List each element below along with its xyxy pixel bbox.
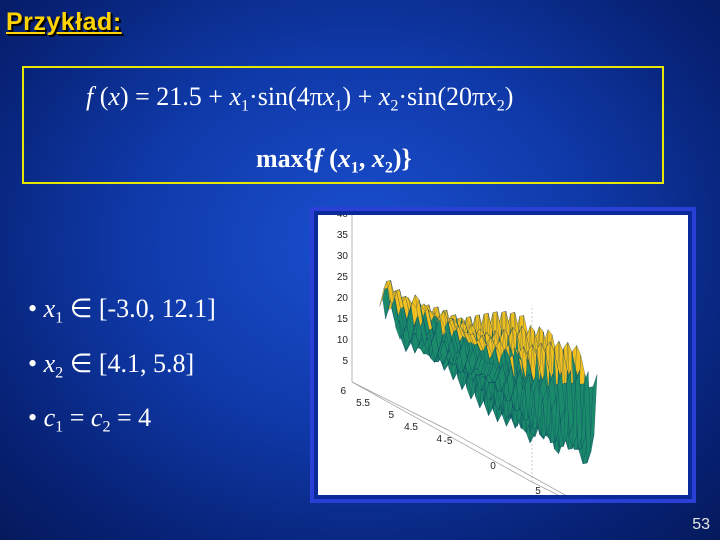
page-number: 53 xyxy=(692,516,710,533)
surface-patch xyxy=(589,374,598,447)
formula-x1: x xyxy=(229,82,241,111)
formula-x: x xyxy=(108,82,120,111)
list-item: • x2 ∈ [4.1, 5.8] xyxy=(28,348,195,382)
z-tick-label: 40 xyxy=(337,215,349,220)
bullet-sub: 1 xyxy=(55,309,64,327)
x1-tick-label: -5 xyxy=(444,436,453,447)
formula-sub1b: 1 xyxy=(334,97,343,115)
x2-tick-label: 6 xyxy=(340,386,346,397)
x2-tick-label: 5 xyxy=(388,410,394,421)
formula-box: f (x) = 21.5 + x1·sin(4πx1) + x2·sin(20π… xyxy=(22,66,664,184)
formula-mid2: ·sin(20π xyxy=(398,82,486,111)
slide-title: Przykład: xyxy=(6,8,122,36)
formula-close: ) xyxy=(504,82,514,111)
constraint-list: • x1 ∈ [-3.0, 12.1] • x2 ∈ [4.1, 5.8] • … xyxy=(28,286,216,450)
formula-x2b: x xyxy=(485,82,497,111)
surface-plot-frame: 40353025201510565.554.54-5051015 xyxy=(310,205,696,540)
objective-f: f xyxy=(313,144,323,173)
z-tick-label: 35 xyxy=(337,230,349,241)
formula-mid1: ·sin(4π xyxy=(249,82,323,111)
formula-f: f xyxy=(86,82,94,111)
bullet-range: ∈ [-3.0, 12.1] xyxy=(63,294,216,323)
list-item: • x1 ∈ [-3.0, 12.1] xyxy=(28,294,216,327)
x1-tick-label: 0 xyxy=(490,461,496,472)
formula-x2: x xyxy=(378,82,391,111)
bullet-sub2: 2 xyxy=(102,418,111,436)
objective-suffix: )} xyxy=(392,144,412,173)
objective-formula: max{f (x1, x2)} xyxy=(256,144,412,178)
bullet-var: x xyxy=(43,348,56,378)
axis-line xyxy=(351,381,449,431)
bullet-var: x xyxy=(43,294,56,323)
x1-tick-label: 5 xyxy=(535,486,541,495)
z-tick-label: 30 xyxy=(337,251,349,262)
objective-open: ( xyxy=(322,144,338,173)
plot-surface-mesh xyxy=(379,279,598,464)
plot-tick-labels: 40353025201510565.554.54-5051015 xyxy=(337,209,634,540)
bullet-value: = 4 xyxy=(110,403,152,433)
bullet-sub: 2 xyxy=(55,364,64,382)
formula-sub2b: 2 xyxy=(496,97,505,115)
formula-sub2: 2 xyxy=(390,97,399,115)
z-tick-label: 10 xyxy=(337,335,349,346)
bullet-eq: = xyxy=(63,403,91,433)
formula-x1b: x xyxy=(322,82,335,111)
surface-plot-svg: 40353025201510565.554.54-5051015 xyxy=(337,205,634,540)
objective-comma: , xyxy=(358,144,372,173)
axis-line xyxy=(351,381,533,483)
surface-plot: 40353025201510565.554.54-5051015 xyxy=(318,205,688,540)
axis-line xyxy=(531,481,629,531)
z-tick-label: 25 xyxy=(337,272,349,283)
list-item: • c1 = c2 = 4 xyxy=(28,403,152,436)
objective-x1: x xyxy=(337,144,351,173)
objective-sub1: 1 xyxy=(350,159,359,177)
objective-prefix: max{ xyxy=(256,144,314,173)
fitness-formula: f (x) = 21.5 + x1·sin(4πx1) + x2·sin(20π… xyxy=(86,82,514,115)
z-tick-label: 20 xyxy=(337,293,349,304)
z-tick-label: 5 xyxy=(342,356,348,367)
objective-x2: x xyxy=(371,144,385,173)
bullet-var: c xyxy=(43,403,56,433)
x2-tick-label: 4.5 xyxy=(404,422,418,433)
formula-plus: ) + xyxy=(342,82,379,111)
formula-sub1: 1 xyxy=(240,97,250,115)
bullet-var2: c xyxy=(90,403,103,433)
formula-eq: ) = 21.5 + xyxy=(119,82,230,111)
objective-sub2: 2 xyxy=(384,159,393,177)
bullet-range: ∈ [4.1, 5.8] xyxy=(63,348,195,378)
x2-tick-label: 5.5 xyxy=(356,398,370,409)
bullet-sub: 1 xyxy=(55,418,64,436)
z-tick-label: 15 xyxy=(337,314,349,325)
x2-tick-label: 4 xyxy=(436,434,442,445)
